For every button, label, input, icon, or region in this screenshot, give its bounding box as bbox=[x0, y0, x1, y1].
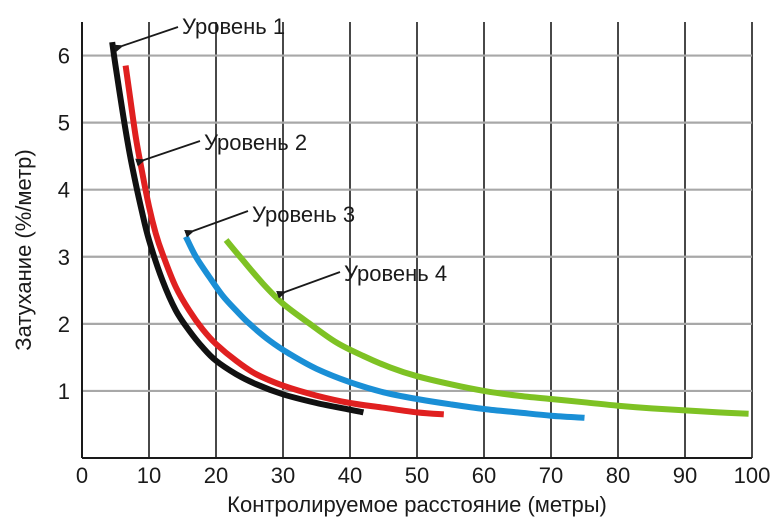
x-tick-label: 10 bbox=[137, 463, 161, 488]
y-tick-labels: 1 2 3 4 5 6 bbox=[58, 44, 70, 404]
x-tick-label: 70 bbox=[539, 463, 563, 488]
annotations: Уровень 1 Уровень 2 Уровень 3 Уровень 4 bbox=[113, 14, 447, 299]
series-line-3 bbox=[183, 235, 585, 421]
y-tick-label: 2 bbox=[58, 312, 70, 337]
annotation-label: Уровень 3 bbox=[252, 202, 355, 227]
x-tick-label: 50 bbox=[405, 463, 429, 488]
x-tick-label: 80 bbox=[606, 463, 630, 488]
series-line-4 bbox=[223, 238, 749, 417]
annotation-arrow bbox=[184, 210, 249, 238]
x-tick-label: 30 bbox=[271, 463, 295, 488]
series-line-1 bbox=[109, 41, 365, 416]
series-line-2 bbox=[122, 65, 444, 418]
x-tick-label: 100 bbox=[734, 463, 771, 488]
annotation-arrow bbox=[113, 26, 179, 53]
grid bbox=[82, 22, 753, 458]
y-tick-label: 6 bbox=[58, 44, 70, 69]
y-axis-label: Затухание (%/метр) bbox=[11, 149, 36, 350]
annotation-arrow bbox=[276, 271, 341, 299]
y-tick-label: 3 bbox=[58, 245, 70, 270]
x-tick-label: 20 bbox=[204, 463, 228, 488]
annotation-label: Уровень 4 bbox=[344, 261, 447, 286]
annotation-label: Уровень 1 bbox=[182, 14, 285, 39]
series-lines bbox=[109, 41, 749, 421]
x-tick-label: 60 bbox=[472, 463, 496, 488]
x-tick-label: 0 bbox=[76, 463, 88, 488]
x-tick-labels: 0 10 20 30 40 50 60 70 80 90 100 bbox=[76, 463, 770, 488]
x-axis-label: Контролируемое расстояние (метры) bbox=[227, 492, 607, 517]
annotation-arrow bbox=[135, 140, 201, 167]
annotation-label: Уровень 2 bbox=[204, 130, 307, 155]
x-tick-label: 90 bbox=[673, 463, 697, 488]
axes bbox=[81, 22, 752, 459]
y-tick-label: 1 bbox=[58, 379, 70, 404]
x-tick-label: 40 bbox=[338, 463, 362, 488]
y-tick-label: 5 bbox=[58, 111, 70, 136]
y-tick-label: 4 bbox=[58, 178, 70, 203]
